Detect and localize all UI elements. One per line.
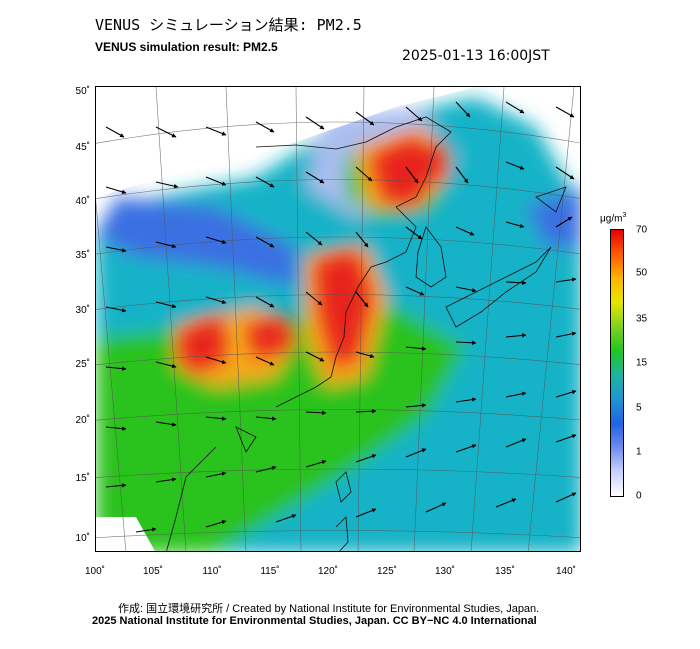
- lat-label-40: 40˚: [75, 196, 90, 207]
- lon-label-135: 135˚: [494, 566, 516, 577]
- colorbar-tick-50: 50: [636, 267, 648, 279]
- colorbar-tick-70: 70: [636, 224, 648, 236]
- graticule: [96, 87, 580, 551]
- lat-label-10: 10˚: [75, 533, 90, 544]
- wind-vectors: [105, 101, 577, 533]
- colorbar-unit-exponent: 3: [622, 212, 627, 219]
- lon-label-105: 105˚: [142, 566, 164, 577]
- lon-label-130: 130˚: [434, 566, 456, 577]
- lon-label-120: 120˚: [317, 566, 339, 577]
- lat-label-20: 20˚: [75, 415, 90, 426]
- lon-label-110: 110˚: [202, 566, 222, 577]
- colorbar-tick-15: 15: [636, 357, 648, 369]
- colorbar-unit-base: μg/m: [600, 213, 623, 225]
- timestamp: 2025-01-13 16:00JST: [402, 48, 550, 64]
- lon-label-100: 100˚: [84, 566, 106, 577]
- colorbar-tick-35: 35: [636, 313, 648, 325]
- colorbar-unit: μg/m3: [600, 212, 626, 224]
- credit-line: 作成: 国立環境研究所 / Created by National Instit…: [118, 603, 540, 615]
- colorbar-tick-1: 1: [636, 446, 642, 458]
- lat-label-35: 35˚: [75, 250, 90, 261]
- lat-label-25: 25˚: [75, 359, 90, 370]
- license-line: 2025 National Institute for Environmenta…: [92, 615, 537, 627]
- lon-label-140: 140˚: [555, 566, 577, 577]
- title-japanese: VENUS シミュレーション結果: PM2.5: [95, 16, 362, 34]
- coastlines: [166, 116, 567, 551]
- colorbar: [610, 229, 624, 497]
- pm25-concentration-map: [95, 86, 581, 552]
- colorbar-tick-0: 0: [636, 490, 642, 502]
- lat-label-30: 30˚: [75, 305, 90, 316]
- title-english: VENUS simulation result: PM2.5: [95, 40, 278, 54]
- lon-label-115: 115˚: [260, 566, 280, 577]
- colorbar-tick-5: 5: [636, 402, 642, 414]
- lat-label-45: 45˚: [75, 142, 90, 153]
- high-concentration-cores: [181, 137, 446, 372]
- lat-label-15: 15˚: [75, 473, 90, 484]
- map-canvas: [96, 87, 580, 551]
- lon-label-125: 125˚: [376, 566, 398, 577]
- lat-label-50: 50˚: [75, 86, 90, 97]
